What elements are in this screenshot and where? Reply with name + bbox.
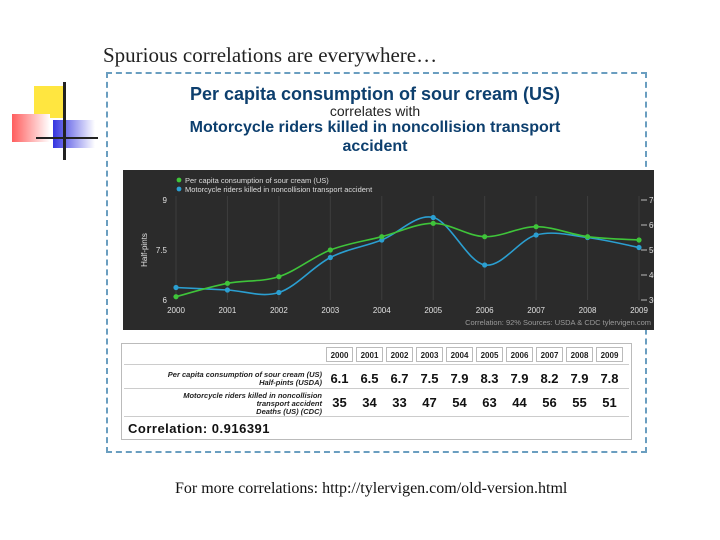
- table-cell: 7.9: [450, 371, 469, 386]
- series-line-1: [175, 222, 640, 298]
- legend-marker-2: [176, 186, 182, 192]
- data-point-series-2: [430, 214, 436, 221]
- y-right-tick-label: 50: [649, 246, 654, 255]
- data-point-series-2: [533, 232, 539, 238]
- table-cell: 56: [542, 395, 557, 410]
- chart-footnote: Correlation: 92% Sources: USDA & CDC tyl…: [465, 318, 651, 327]
- table-header-year: 2005: [476, 347, 503, 362]
- x-tick-label: 2005: [424, 306, 442, 315]
- data-point-series-1: [482, 234, 488, 240]
- table-cell: 54: [452, 395, 467, 410]
- x-tick-label: 2009: [630, 306, 648, 315]
- y-right-tick-label: 70: [649, 196, 654, 205]
- chart-header-line1: Per capita consumption of sour cream (US…: [189, 84, 561, 104]
- table-header-year: 2001: [356, 347, 383, 362]
- table-cell: 7.5: [420, 371, 439, 386]
- data-point-series-2: [327, 254, 333, 261]
- line-chart: Per capita consumption of sour cream (US…: [123, 170, 654, 330]
- decorative-vertical-line: [63, 82, 66, 160]
- correlation-value: Correlation: 0.916391: [128, 421, 271, 436]
- table-row-label: Half-pints (USDA): [259, 378, 322, 387]
- table-header-year: 2006: [506, 347, 533, 362]
- y-tick-label: 9: [163, 196, 168, 205]
- x-tick-label: 2000: [167, 306, 185, 315]
- table-header-year: 2004: [446, 347, 473, 362]
- table-header-year: 2003: [416, 347, 443, 362]
- table-cell: 7.8: [600, 371, 619, 386]
- table-cell: 6.5: [360, 371, 379, 386]
- table-header-year: 2000: [326, 347, 353, 362]
- chart-header-line3: Motorcycle riders killed in noncollision…: [189, 119, 561, 136]
- data-point-series-1: [379, 234, 385, 240]
- data-point-series-2: [636, 244, 642, 251]
- table-row-label: Per capita consumption of sour cream (US…: [167, 370, 322, 379]
- data-point-series-1: [276, 274, 282, 280]
- decorative-blue-bar: [53, 120, 95, 148]
- table-row-label: Motorcycle riders killed in noncollision: [183, 391, 322, 400]
- data-point-series-1: [584, 234, 591, 240]
- table-cell: 6.1: [330, 371, 349, 386]
- chart-background: [123, 170, 654, 330]
- chart-header-line4: accident: [342, 138, 408, 155]
- data-point-series-2: [482, 262, 488, 268]
- table-cell: 55: [572, 395, 587, 410]
- x-tick-label: 2007: [527, 306, 545, 315]
- y-axis-label: Half-pints: [140, 233, 149, 267]
- table-row-border: [124, 388, 629, 389]
- table-cell: 6.7: [390, 371, 409, 386]
- table-header-year: 2009: [596, 347, 623, 362]
- slide-title: Spurious correlations are everywhere…: [103, 43, 438, 67]
- table-cell: 51: [602, 395, 617, 410]
- table-cell: 34: [362, 395, 377, 410]
- table-cell: 7.9: [510, 371, 529, 386]
- legend-label-1: Per capita consumption of sour cream (US…: [185, 176, 329, 185]
- table-cell: 33: [392, 395, 407, 410]
- footer-link-text[interactable]: For more correlations: http://tylervigen…: [175, 480, 568, 497]
- chart-header-line2: correlates with: [329, 103, 421, 119]
- legend-marker-1: [176, 177, 182, 183]
- y-tick-label: 6: [163, 296, 168, 305]
- decorative-horizontal-line: [36, 137, 98, 139]
- data-point-series-1: [533, 224, 539, 230]
- data-point-series-1: [636, 237, 642, 243]
- table-cell: 7.9: [570, 371, 589, 386]
- x-tick-label: 2008: [579, 306, 597, 315]
- table-row-label: Deaths (US) (CDC): [256, 407, 322, 416]
- y-right-tick-label: 60: [649, 221, 654, 230]
- data-point-series-2: [224, 287, 231, 293]
- table-cell: 8.3: [480, 371, 499, 386]
- table-header-year: 2002: [386, 347, 413, 362]
- data-point-series-1: [224, 280, 231, 286]
- table-cell: 35: [332, 395, 347, 410]
- data-point-series-1: [430, 220, 436, 226]
- data-table: Correlation: 0.916391 2000 2001 2002 2003 20…: [121, 343, 632, 440]
- table-cell: 44: [512, 395, 527, 410]
- table-header-year: 2008: [566, 347, 593, 362]
- data-point-series-1: [327, 247, 333, 253]
- y-tick-label: 7.5: [156, 246, 168, 255]
- legend-label-2: Motorcycle riders killed in noncollision…: [185, 185, 373, 194]
- table-row-border: [124, 416, 629, 417]
- data-point-series-2: [173, 284, 179, 291]
- y-right-tick-label: 30: [649, 296, 654, 305]
- x-tick-label: 2006: [476, 306, 494, 315]
- x-tick-label: 2002: [270, 306, 288, 315]
- data-point-series-1: [173, 294, 179, 300]
- table-cell: 8.2: [540, 371, 559, 386]
- data-point-series-2: [276, 289, 282, 296]
- x-tick-label: 2004: [373, 306, 391, 315]
- table-header-year: 2007: [536, 347, 563, 362]
- x-tick-label: 2001: [219, 306, 237, 315]
- table-cell: 47: [422, 395, 437, 410]
- table-row-border: [124, 364, 629, 365]
- table-row-label: transport accident: [256, 399, 322, 408]
- series-line-2: [175, 216, 640, 296]
- decorative-yellow-square: [34, 86, 64, 118]
- x-tick-label: 2003: [321, 306, 339, 315]
- y-right-tick-label: 40: [649, 271, 654, 280]
- table-cell: 63: [482, 395, 497, 410]
